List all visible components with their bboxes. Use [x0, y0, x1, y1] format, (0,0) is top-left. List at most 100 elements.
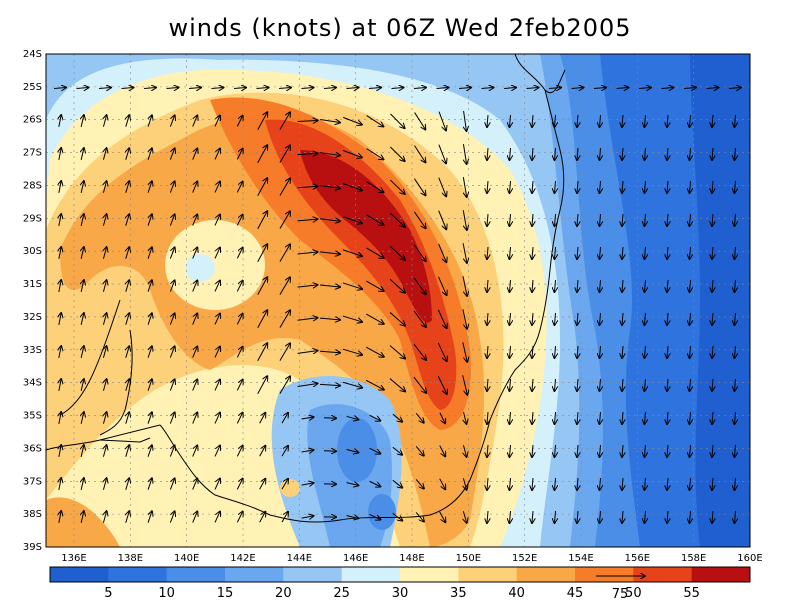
wind-arrow [661, 87, 674, 88]
wind-arrow [169, 445, 174, 457]
wind-arrow [532, 444, 533, 457]
wind-arrow [281, 446, 288, 457]
wind-arrow [169, 280, 174, 292]
wind-arrow [644, 312, 645, 325]
wind-arrow [667, 411, 668, 424]
wind-arrow [689, 510, 690, 523]
wind-arrow [644, 345, 645, 358]
wind-arrow [689, 477, 690, 490]
wind-arrow [644, 114, 645, 127]
wind-arrow [734, 246, 735, 259]
wind-arrow [413, 310, 426, 327]
wind-arrow [599, 378, 600, 391]
wind-arrow [148, 511, 152, 523]
colorbar-swatch [400, 567, 459, 582]
wind-arrow [278, 87, 291, 88]
lat-label: 36S [23, 443, 42, 454]
wind-arrow [126, 280, 129, 292]
wind-arrow [214, 413, 220, 424]
wind-arrow [281, 413, 288, 424]
wind-arrow [98, 87, 111, 88]
lat-label: 26S [23, 115, 42, 126]
wind-arrow [59, 445, 61, 457]
wind-arrow [599, 444, 600, 457]
wind-arrow [415, 479, 424, 488]
wind-arrow [437, 375, 447, 394]
wind-arrow [413, 343, 426, 360]
wind-arrow [342, 116, 362, 124]
wind-arrow [346, 450, 359, 453]
wind-arrow [366, 115, 384, 127]
wind-arrow [143, 87, 156, 88]
wind-arrow [390, 146, 404, 161]
map-title: winds (knots) at 06Z Wed 2feb2005 [168, 14, 632, 42]
wind-arrow [487, 378, 488, 391]
wind-arrow [644, 411, 645, 424]
wind-arrow [734, 279, 735, 292]
wind-arrow [463, 511, 466, 523]
wind-arrow [392, 446, 402, 454]
wind-arrow [59, 346, 61, 358]
wind-arrow [236, 182, 242, 193]
wind-arrow [301, 450, 314, 452]
wind-arrow [413, 277, 426, 294]
lat-label: 39S [23, 542, 42, 553]
wind-arrow [366, 280, 383, 291]
wind-arrow [259, 413, 266, 424]
wind-arrow [689, 246, 690, 259]
wind-arrow [169, 214, 174, 226]
wind-arrow [622, 345, 623, 358]
wind-arrow [365, 379, 384, 389]
wind-arrow [712, 312, 713, 325]
wind-arrow [192, 445, 198, 457]
wind-arrow [487, 246, 488, 259]
wind-arrow [622, 312, 623, 325]
wind-arrow [342, 183, 362, 191]
wind-arrow [126, 379, 129, 391]
lon-label: 152E [512, 553, 537, 564]
wind-arrow [297, 285, 318, 287]
wind-arrow [323, 87, 336, 88]
wind-arrow [439, 412, 445, 424]
wind-arrow [667, 444, 668, 457]
wind-arrow [192, 478, 198, 490]
wind-arrow [346, 483, 359, 486]
wind-arrow [103, 280, 106, 292]
wind-arrow [414, 145, 426, 163]
wind-arrow [532, 147, 533, 160]
wind-arrow [59, 214, 61, 226]
wind-arrow [667, 477, 668, 490]
wind-arrow [548, 87, 561, 88]
wind-arrow [689, 312, 690, 325]
wind-arrow [532, 378, 533, 391]
wind-arrow [103, 379, 106, 391]
wind-arrow [103, 346, 106, 358]
wind-arrow [279, 244, 290, 262]
lat-label: 31S [23, 279, 42, 290]
wind-arrow [342, 150, 362, 158]
wind-arrow [236, 380, 242, 391]
shaded-wind-field [46, 54, 750, 547]
wind-arrow [437, 309, 446, 328]
wind-arrow [236, 413, 242, 424]
wind-arrow [319, 351, 340, 352]
latitude-labels: 24S 25S 26S 27S 28S 29S 30S 31S 32S 33S 34S 35S 36S 3… [23, 49, 42, 553]
wind-arrow [554, 510, 555, 523]
wind-arrow [346, 516, 359, 519]
wind-arrow [415, 446, 424, 455]
wind-arrow [279, 376, 290, 394]
wind-arrow [554, 345, 555, 358]
wind-arrow [554, 279, 555, 292]
reference-vector-label: 75 [612, 587, 629, 600]
wind-arrow [392, 413, 402, 422]
wind-arrow [366, 313, 383, 324]
wind-arrow [487, 345, 488, 358]
wind-arrow [81, 214, 84, 226]
wind-arrow [577, 114, 578, 127]
wind-arrow [462, 177, 466, 197]
wind-arrow [532, 213, 533, 226]
wind-arrow [279, 211, 290, 229]
wind-arrow [214, 446, 220, 457]
wind-arrow [622, 246, 623, 259]
wind-arrow [148, 148, 152, 160]
